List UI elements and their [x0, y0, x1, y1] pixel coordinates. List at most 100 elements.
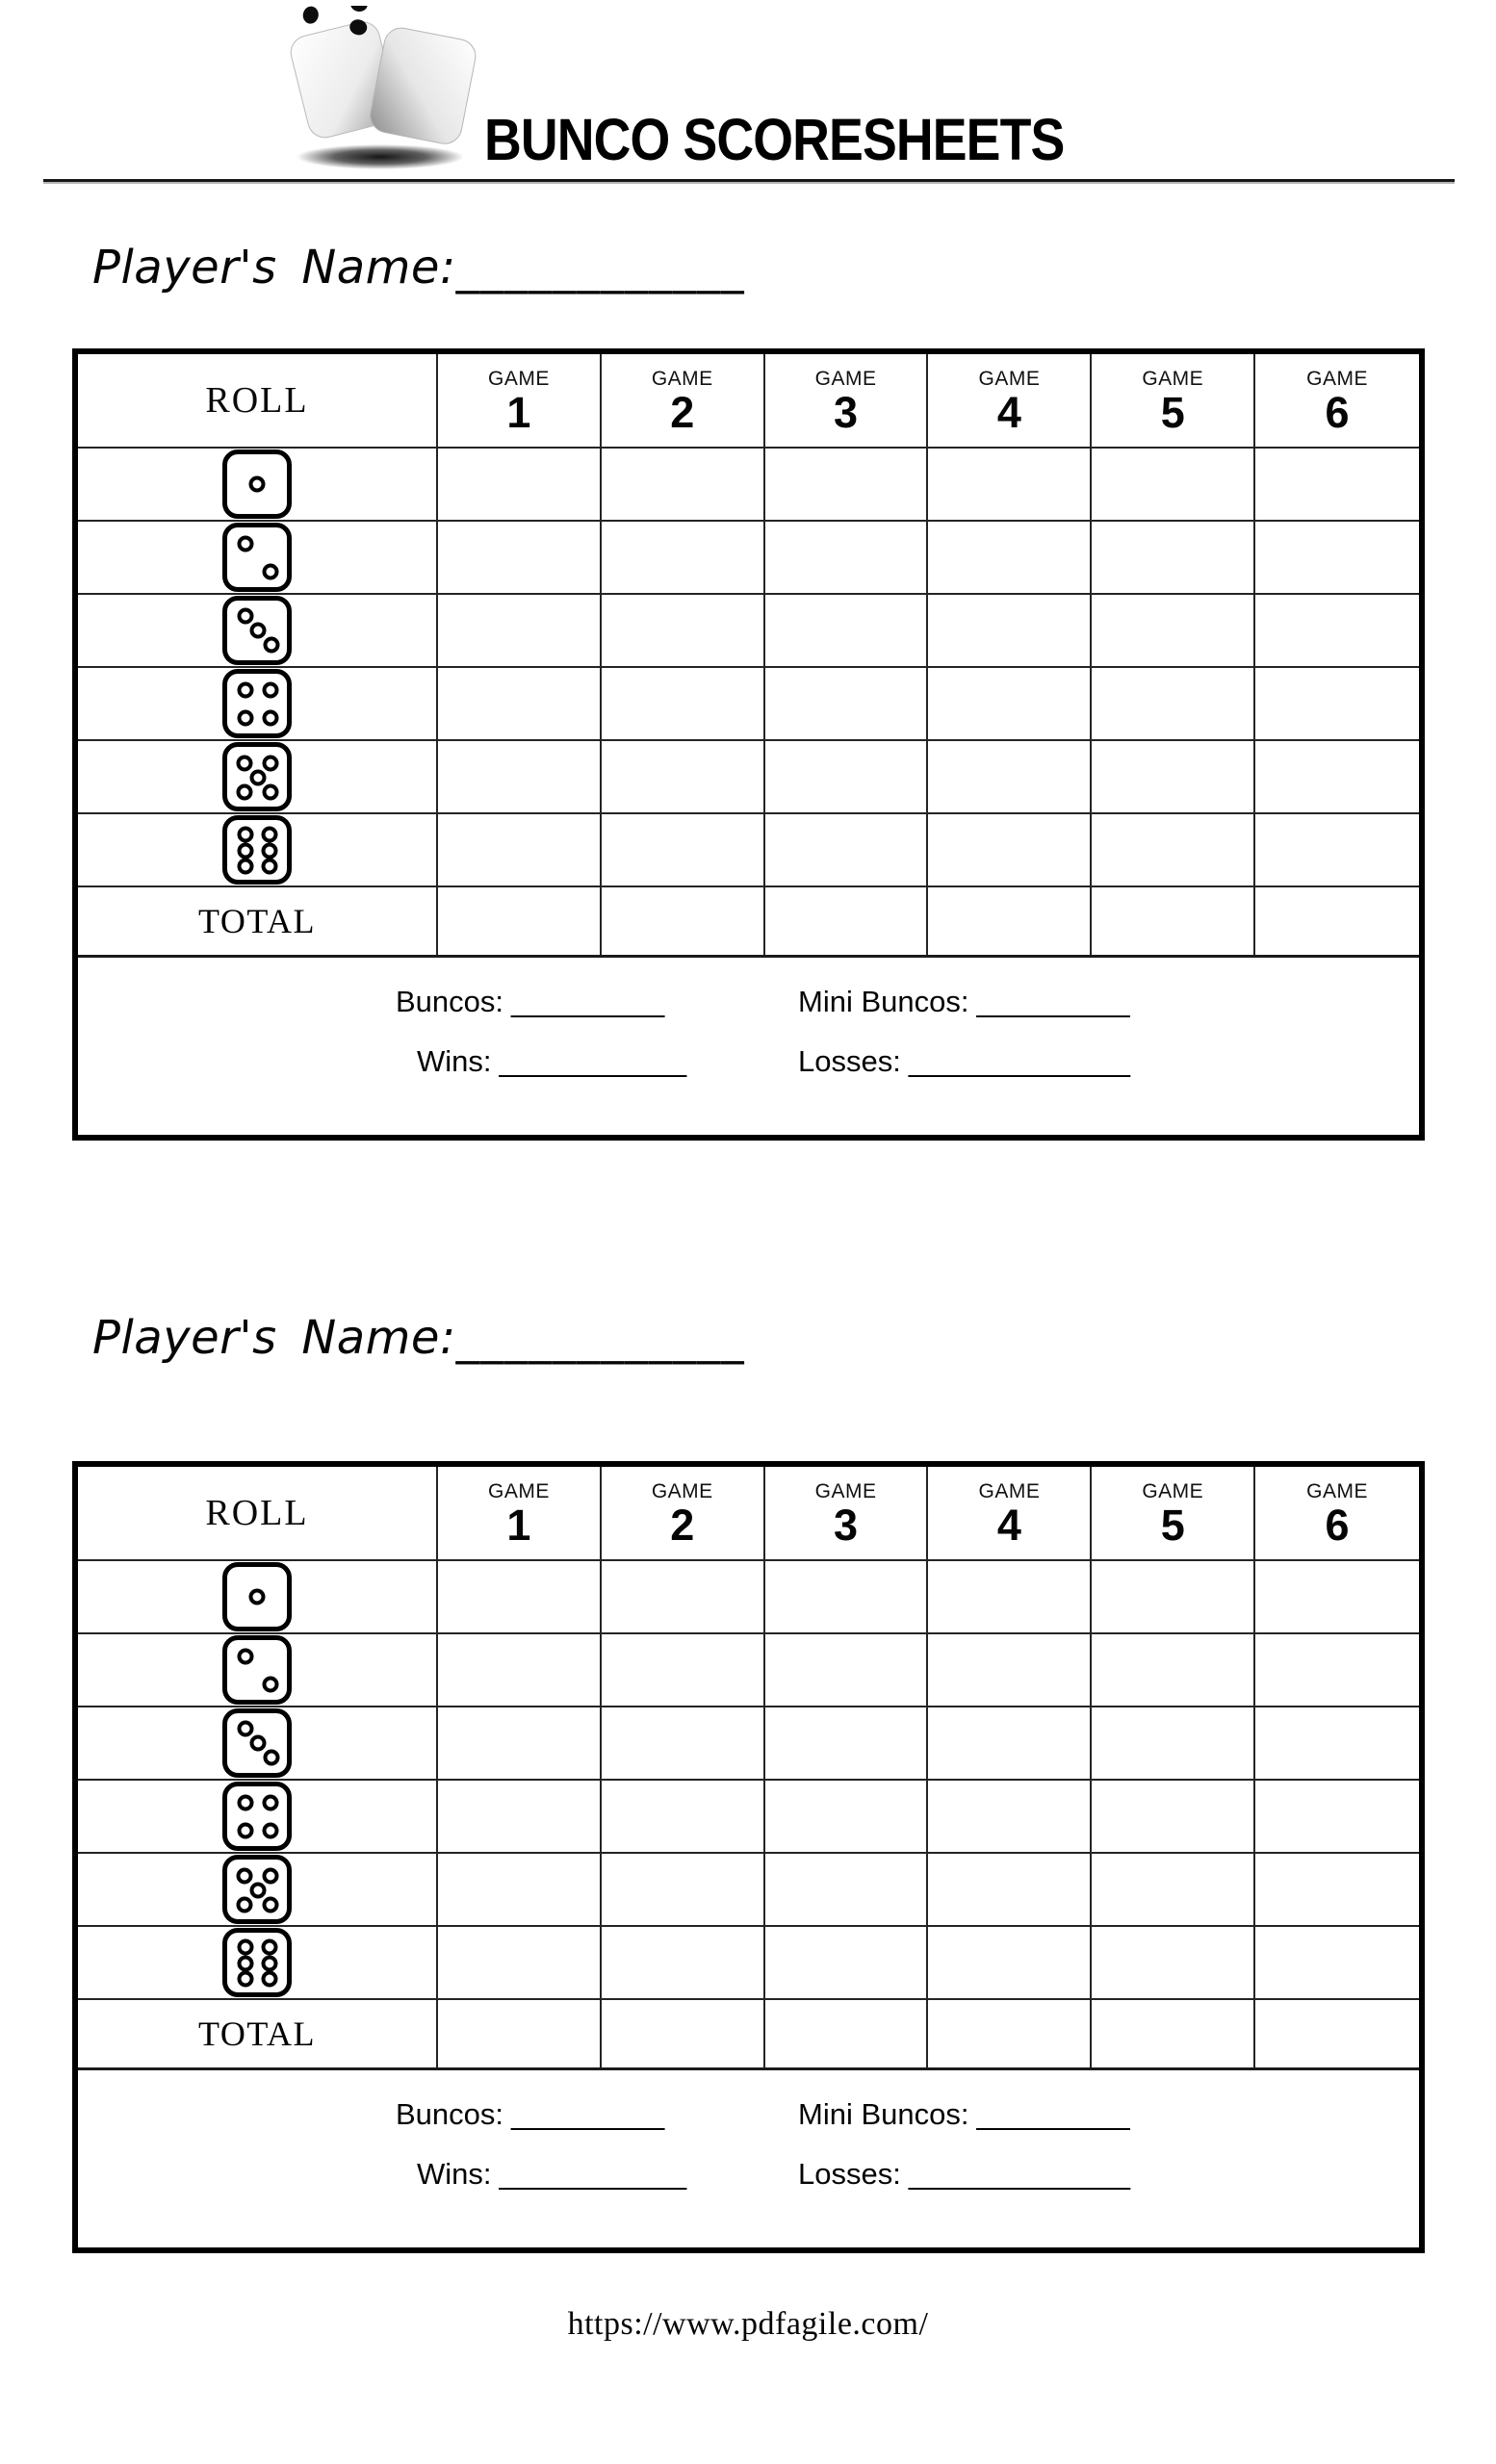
score-cell[interactable]	[765, 741, 929, 812]
total-cell[interactable]	[438, 2000, 602, 2067]
wins-blank[interactable]: ___________	[499, 1044, 687, 1078]
score-cell[interactable]	[1092, 522, 1256, 593]
player-name-blank[interactable]: ____________	[455, 241, 745, 295]
score-cell[interactable]	[438, 1781, 602, 1852]
buncos-blank[interactable]: _________	[511, 985, 665, 1018]
total-cell[interactable]	[765, 2000, 929, 2067]
score-cell[interactable]	[602, 449, 765, 520]
score-cell[interactable]	[1092, 814, 1256, 886]
score-cell[interactable]	[602, 741, 765, 812]
score-cell[interactable]	[438, 814, 602, 886]
score-cell[interactable]	[1255, 668, 1419, 739]
score-cell[interactable]	[1255, 595, 1419, 666]
score-cell[interactable]	[928, 595, 1093, 666]
score-cell[interactable]	[602, 1927, 765, 1998]
score-cell[interactable]	[1255, 741, 1419, 812]
score-cell[interactable]	[928, 1634, 1093, 1706]
score-cell[interactable]	[765, 1634, 929, 1706]
total-cell[interactable]	[928, 2000, 1093, 2067]
wins-blank[interactable]: ___________	[499, 2157, 687, 2191]
score-cell[interactable]	[928, 522, 1093, 593]
total-cell[interactable]	[1255, 2000, 1419, 2067]
score-cell[interactable]	[1092, 1561, 1256, 1632]
total-cell[interactable]	[765, 887, 929, 955]
mini-buncos-blank[interactable]: _________	[976, 2097, 1131, 2131]
score-cell[interactable]	[928, 1927, 1093, 1998]
score-cell[interactable]	[928, 1561, 1093, 1632]
total-cell[interactable]	[928, 887, 1093, 955]
score-cell[interactable]	[1092, 449, 1256, 520]
score-cell[interactable]	[765, 1781, 929, 1852]
mini-buncos-field: Mini Buncos: _________	[798, 2097, 1130, 2132]
score-cell[interactable]	[765, 449, 929, 520]
score-cell[interactable]	[765, 522, 929, 593]
score-cell[interactable]	[1092, 668, 1256, 739]
score-cell[interactable]	[928, 814, 1093, 886]
score-cell[interactable]	[765, 595, 929, 666]
score-cell[interactable]	[438, 522, 602, 593]
score-cell[interactable]	[602, 668, 765, 739]
score-cell[interactable]	[1255, 1634, 1419, 1706]
score-cell[interactable]	[765, 1707, 929, 1779]
score-cell[interactable]	[1092, 1781, 1256, 1852]
score-cell[interactable]	[1092, 1707, 1256, 1779]
buncos-blank[interactable]: _________	[511, 2097, 665, 2131]
score-cell[interactable]	[928, 668, 1093, 739]
score-cell[interactable]	[1092, 1854, 1256, 1925]
score-cell[interactable]	[602, 1781, 765, 1852]
score-cell[interactable]	[928, 449, 1093, 520]
score-cell[interactable]	[438, 741, 602, 812]
score-cell[interactable]	[928, 1781, 1093, 1852]
score-cell[interactable]	[602, 522, 765, 593]
score-cell[interactable]	[602, 1634, 765, 1706]
score-cell[interactable]	[765, 1927, 929, 1998]
score-cell[interactable]	[1092, 1634, 1256, 1706]
mini-buncos-blank[interactable]: _________	[976, 985, 1131, 1018]
score-cell[interactable]	[438, 595, 602, 666]
mini-buncos-label: Mini Buncos:	[798, 2097, 969, 2131]
score-cell[interactable]	[928, 1854, 1093, 1925]
score-cell[interactable]	[602, 1707, 765, 1779]
score-cell[interactable]	[438, 1634, 602, 1706]
score-cell[interactable]	[438, 668, 602, 739]
score-cell[interactable]	[438, 1854, 602, 1925]
score-cell[interactable]	[928, 741, 1093, 812]
score-cell[interactable]	[765, 814, 929, 886]
score-cell[interactable]	[1255, 1927, 1419, 1998]
roll-row-3	[78, 595, 1419, 668]
score-cell[interactable]	[765, 1854, 929, 1925]
game-label: GAME	[814, 368, 877, 390]
score-cell[interactable]	[438, 1927, 602, 1998]
score-cell[interactable]	[1255, 1707, 1419, 1779]
score-cell[interactable]	[1255, 814, 1419, 886]
score-cell[interactable]	[765, 668, 929, 739]
score-cell[interactable]	[1255, 1854, 1419, 1925]
score-cell[interactable]	[438, 449, 602, 520]
score-cell[interactable]	[765, 1561, 929, 1632]
score-cell[interactable]	[1255, 449, 1419, 520]
total-cell[interactable]	[1255, 887, 1419, 955]
total-cell[interactable]	[602, 887, 765, 955]
score-cell[interactable]	[602, 814, 765, 886]
score-cell[interactable]	[602, 595, 765, 666]
score-cell[interactable]	[438, 1707, 602, 1779]
score-cell[interactable]	[602, 1561, 765, 1632]
losses-blank[interactable]: _____________	[908, 1044, 1131, 1078]
score-cell[interactable]	[1255, 1781, 1419, 1852]
score-cell[interactable]	[928, 1707, 1093, 1779]
total-cell[interactable]	[1092, 887, 1256, 955]
score-cell[interactable]	[1255, 522, 1419, 593]
score-cell[interactable]	[602, 1854, 765, 1925]
game-number: 6	[1325, 1501, 1350, 1550]
total-cell[interactable]	[602, 2000, 765, 2067]
player-name-blank[interactable]: ____________	[455, 1311, 745, 1365]
losses-blank[interactable]: _____________	[908, 2157, 1131, 2191]
total-cell[interactable]	[1092, 2000, 1256, 2067]
score-cell[interactable]	[1092, 595, 1256, 666]
score-cell[interactable]	[1092, 741, 1256, 812]
score-cell[interactable]	[1092, 1927, 1256, 1998]
score-cell[interactable]	[1255, 1561, 1419, 1632]
score-cell[interactable]	[438, 1561, 602, 1632]
roll-die-cell	[78, 1634, 438, 1706]
total-cell[interactable]	[438, 887, 602, 955]
